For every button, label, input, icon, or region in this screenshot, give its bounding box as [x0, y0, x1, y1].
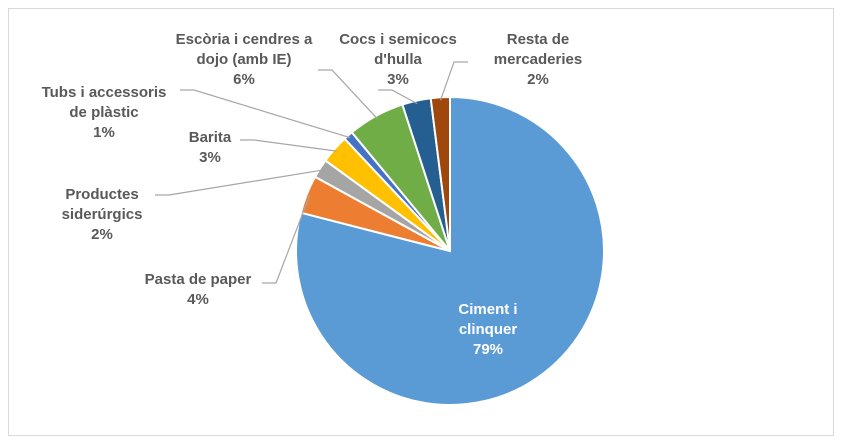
chart-frame [8, 8, 834, 436]
slice-percent: 3% [199, 149, 221, 166]
slice-percent: 4% [187, 291, 209, 308]
leader-line [439, 61, 468, 101]
slice-percent: 2% [91, 226, 113, 243]
data-label: Productes siderúrgics 2% [52, 185, 152, 245]
data-label: Pasta de paper 4% [128, 270, 268, 310]
slice-percent: 6% [233, 71, 255, 88]
slice-name: Resta de mercaderies [493, 31, 583, 68]
slice-name: Escòria i cendres a dojo (amb IE) [175, 31, 313, 68]
leader-line [318, 69, 378, 120]
data-label: Resta de mercaderies 2% [486, 30, 591, 90]
leader-line [155, 169, 323, 196]
slice-name: Barita [188, 129, 232, 146]
pie-slice [429, 95, 451, 252]
slice-name: Ciment i clinquer [458, 301, 518, 338]
leader-line [180, 89, 351, 139]
slice-name: Pasta de paper [144, 271, 252, 288]
slice-name: Productes siderúrgics [61, 186, 143, 223]
slice-percent: 3% [387, 71, 409, 88]
slice-name: Tubs i accessoris de plàstic [41, 84, 167, 121]
leader-line [240, 139, 337, 152]
leader-line [378, 89, 418, 105]
slice-percent: 79% [472, 341, 504, 358]
slice-percent: 1% [93, 124, 115, 141]
data-label: Tubs i accessoris de plàstic 1% [34, 83, 174, 143]
data-label: Barita 3% [170, 128, 250, 168]
slice-percent: 2% [527, 71, 549, 88]
data-label: Cocs i semicocs d'hulla 3% [333, 30, 463, 90]
data-label: Escòria i cendres a dojo (amb IE) 6% [172, 30, 317, 90]
leader-line [262, 195, 311, 284]
data-label: Ciment i clinquer 79% [448, 300, 528, 360]
slice-name: Cocs i semicocs d'hulla [339, 31, 457, 68]
